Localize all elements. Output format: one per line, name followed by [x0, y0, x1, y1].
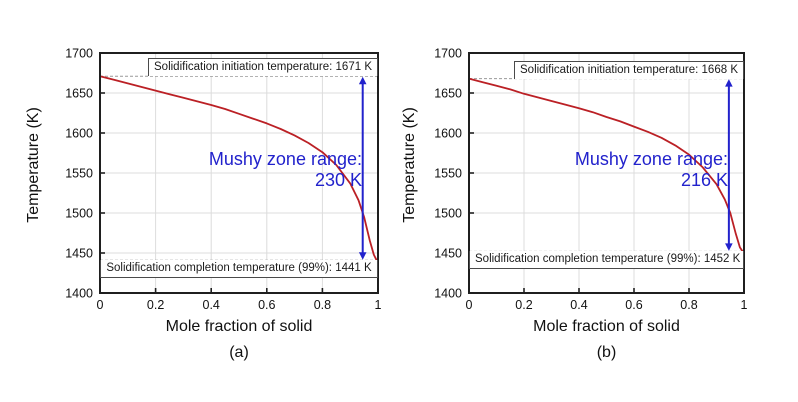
y-axis-title-b: Temperature (K): [401, 107, 418, 223]
mushy-zone-annotation-b: Mushy zone range: 216 K: [575, 149, 728, 191]
y-tick-label: 1650: [434, 87, 462, 101]
y-axis-title-a: Temperature (K): [25, 107, 42, 223]
plot-frame: [468, 52, 745, 294]
mushy-zone-label-b: Mushy zone range:: [574, 149, 728, 169]
y-tick-label: 1700: [65, 47, 93, 61]
x-tick-label: 1: [741, 298, 748, 312]
mushy-zone-label-a: Mushy zone range:: [208, 149, 362, 169]
y-tick-label: 1450: [65, 247, 93, 261]
y-tick-label: 1400: [434, 287, 462, 301]
completion-temperature-box-b: Solidification completion temperature (9…: [469, 251, 744, 269]
x-tick-label: 0.8: [680, 298, 697, 312]
mushy-zone-value-a: 230 K: [314, 170, 362, 190]
initiation-temperature-box-b: Solidification initiation temperature: 1…: [514, 61, 744, 79]
y-tick-label: 1500: [434, 207, 462, 221]
subfigure-label-a: (a): [229, 344, 249, 361]
completion-temperature-box-a: Solidification completion temperature (9…: [100, 260, 378, 278]
y-tick-label: 1500: [65, 207, 93, 221]
x-tick-label: 0.8: [314, 298, 331, 312]
x-tick-label: 0.4: [570, 298, 587, 312]
subfigure-label-b: (b): [596, 344, 617, 361]
mushy-zone-arrowhead-up: [725, 79, 733, 87]
x-tick-label: 0: [97, 298, 104, 312]
solidification-curve: [468, 77, 744, 253]
x-tick-label: 0.2: [147, 298, 164, 312]
y-tick-label: 1600: [434, 127, 462, 141]
y-tick-label: 1600: [65, 127, 93, 141]
y-tick-label: 1650: [65, 87, 93, 101]
x-tick-label: 0: [466, 298, 473, 312]
mushy-zone-arrowhead-up: [358, 76, 367, 85]
y-tick-label: 1700: [434, 47, 462, 61]
x-tick-label: 1: [375, 298, 382, 312]
mushy-zone-value-b: 216 K: [680, 170, 728, 190]
y-tick-label: 1450: [434, 247, 462, 261]
x-axis-title-a: Mole fraction of solid: [165, 318, 313, 335]
initiation-temperature-box-a: Solidification initiation temperature: 1…: [148, 58, 378, 76]
plot-frame: [99, 52, 379, 294]
y-tick-label: 1550: [434, 167, 462, 181]
x-tick-label: 0.2: [515, 298, 532, 312]
x-tick-label: 0.6: [625, 298, 642, 312]
x-tick-label: 0.4: [203, 298, 220, 312]
mushy-zone-annotation-a: Mushy zone range: 230 K: [209, 149, 362, 191]
x-axis-title-b: Mole fraction of solid: [533, 318, 680, 335]
y-tick-label: 1550: [65, 167, 93, 181]
mushy-zone-arrowhead-down: [358, 252, 367, 260]
y-tick-label: 1400: [65, 287, 93, 301]
mushy-zone-arrowhead-down: [725, 243, 733, 251]
solidification-curve: [99, 75, 378, 262]
x-tick-label: 0.6: [258, 298, 275, 312]
